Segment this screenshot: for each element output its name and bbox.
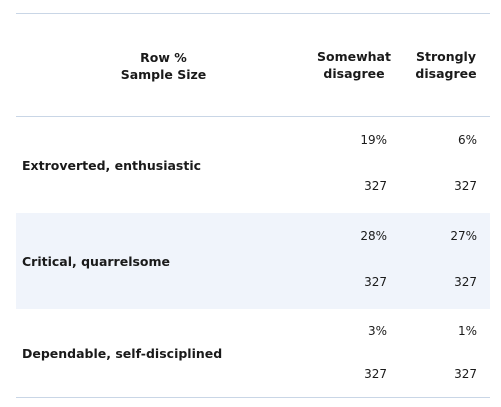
row-header-line2: Sample Size bbox=[120, 67, 207, 82]
table-row: 19% 6% Extroverted, enthusiastic 327 327 bbox=[16, 117, 490, 213]
percent-cell: 6% bbox=[457, 133, 477, 147]
percent-cell: 28% bbox=[360, 229, 387, 243]
sample-size-cell: 327 bbox=[454, 179, 477, 193]
row-header-label: Row % Sample Size bbox=[106, 49, 221, 83]
column-header-line1: Strongly bbox=[415, 49, 476, 64]
row-label: Extroverted, enthusiastic bbox=[22, 158, 202, 173]
sample-size-cell: 327 bbox=[454, 367, 477, 381]
row-label: Dependable, self-disciplined bbox=[22, 346, 223, 361]
crosstab-table: Row % Sample Size Somewhat disagree Stro… bbox=[16, 13, 490, 398]
column-header-line2: disagree bbox=[323, 66, 385, 81]
sample-size-cell: 327 bbox=[364, 275, 387, 289]
sample-size-cell: 327 bbox=[364, 179, 387, 193]
header-divider bbox=[16, 116, 490, 117]
percent-cell: 1% bbox=[457, 324, 477, 338]
sample-size-cell: 327 bbox=[364, 367, 387, 381]
top-divider bbox=[16, 13, 490, 14]
bottom-divider bbox=[16, 397, 490, 398]
table-row: 3% 1% Dependable, self-disciplined 327 3… bbox=[16, 309, 490, 397]
table-row: 28% 27% Critical, quarrelsome 327 327 bbox=[16, 213, 490, 309]
percent-cell: 3% bbox=[367, 324, 387, 338]
column-header-strongly-disagree: Strongly disagree bbox=[406, 48, 486, 82]
row-header-line1: Row % bbox=[140, 50, 187, 65]
column-header-line1: Somewhat bbox=[317, 49, 391, 64]
sample-size-cell: 327 bbox=[454, 275, 477, 289]
column-header-line2: disagree bbox=[415, 66, 477, 81]
table-header: Row % Sample Size Somewhat disagree Stro… bbox=[16, 14, 490, 116]
column-header-somewhat-disagree: Somewhat disagree bbox=[312, 48, 396, 82]
percent-cell: 19% bbox=[360, 133, 387, 147]
percent-cell: 27% bbox=[450, 229, 477, 243]
row-label: Critical, quarrelsome bbox=[22, 254, 171, 269]
